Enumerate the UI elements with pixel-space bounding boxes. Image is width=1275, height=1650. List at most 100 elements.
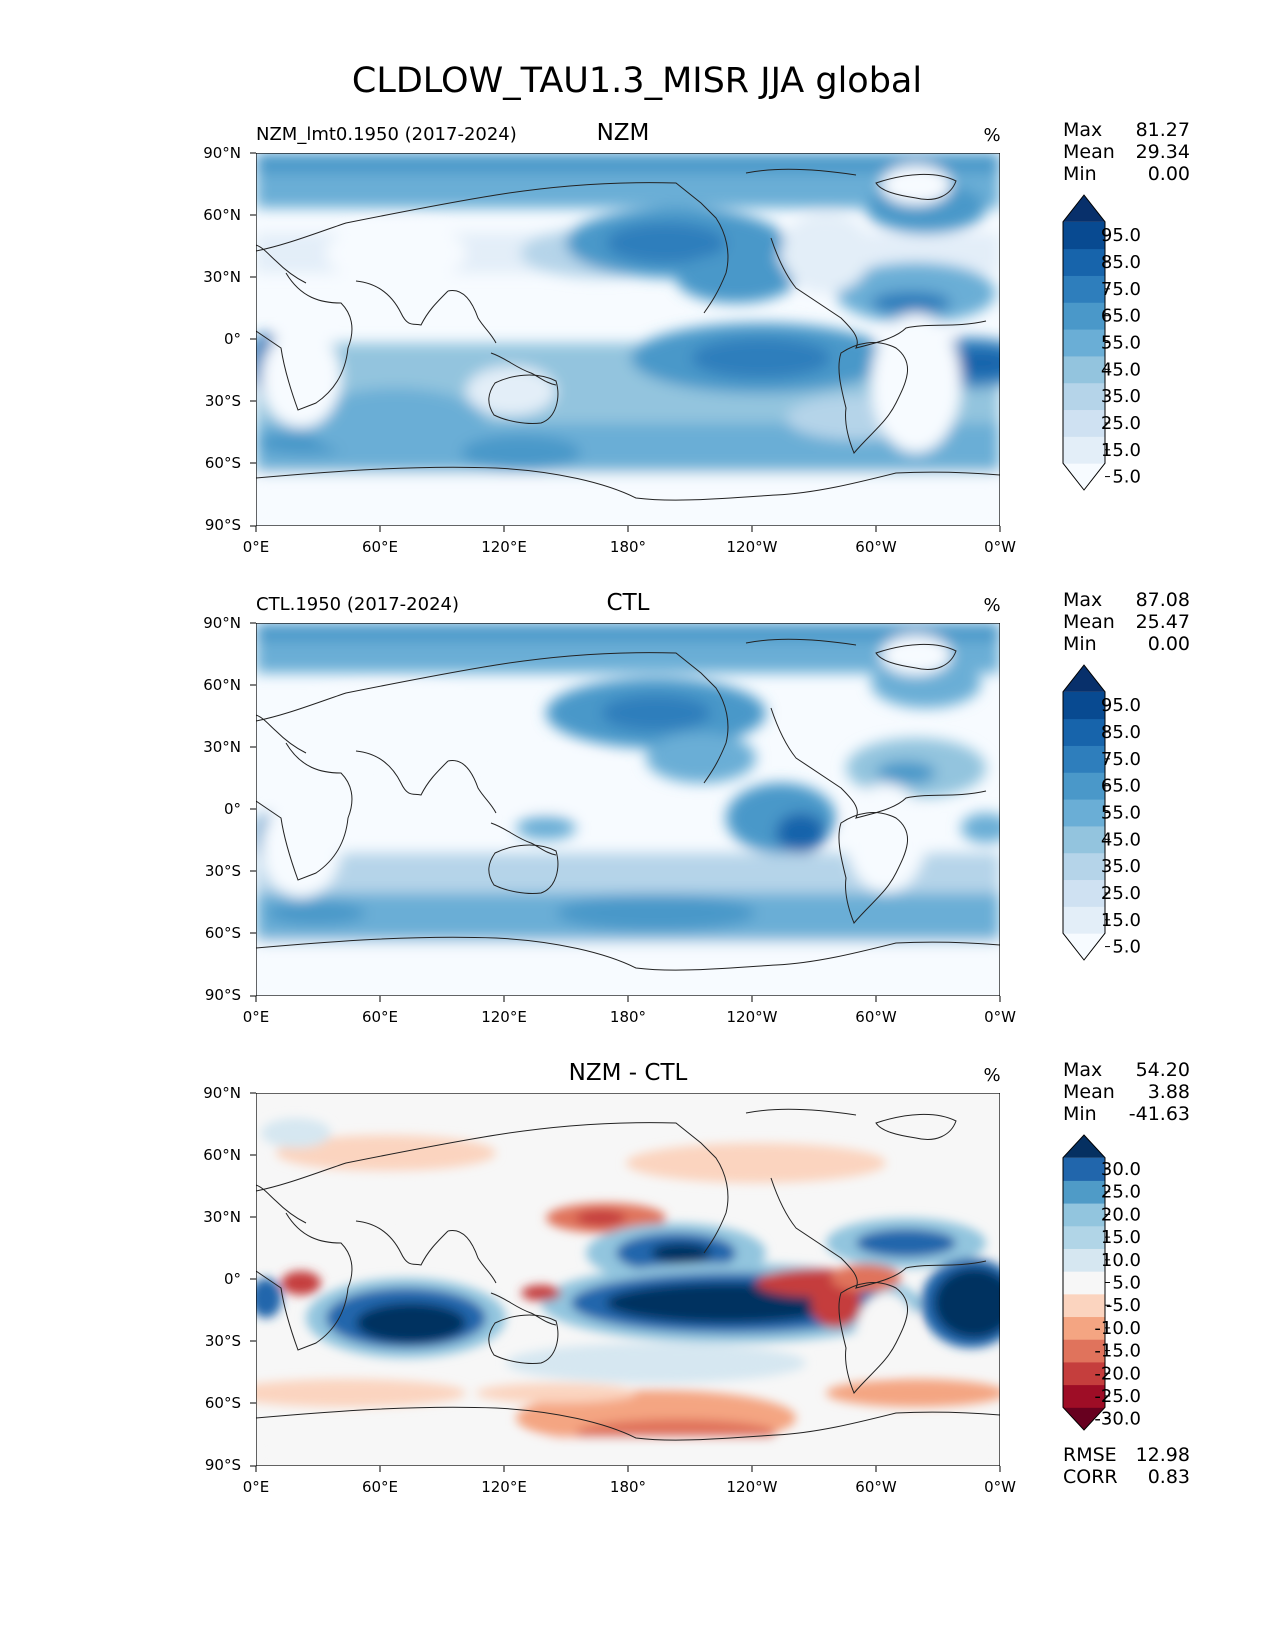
- colorbar-segment: [1063, 825, 1105, 854]
- colorbar-segment: [1063, 799, 1105, 827]
- panel-title: CTL: [607, 590, 650, 616]
- colorbar-outline: [1062, 1134, 1106, 1431]
- stat-value: 0.00: [1148, 633, 1190, 655]
- y-tick-label: 30°N: [203, 268, 241, 286]
- stat-value: 81.27: [1136, 119, 1190, 141]
- y-tick-label: 30°S: [205, 1332, 241, 1350]
- colorbar-tick-label: 25.0: [1101, 1182, 1141, 1203]
- colorbar-tick-label: -15.0: [1094, 1341, 1141, 1362]
- y-tick-label: 0°: [224, 330, 241, 348]
- y-tick-label: 60°N: [203, 676, 241, 694]
- stats: Max 54.20 Mean 3.88 Min -41.63: [1063, 1059, 1190, 1125]
- x-tick-label: 120°W: [727, 1008, 778, 1026]
- colorbar-tick-label: 5.0: [1112, 937, 1141, 958]
- colorbar-segment: [1063, 906, 1105, 934]
- field-nzm: [256, 153, 1000, 526]
- colorbar-tick-label: 15.0: [1101, 910, 1141, 931]
- colorbar-segment: [1063, 691, 1105, 720]
- colorbar-segment: [1063, 409, 1105, 437]
- colorbar-segment: [1063, 436, 1105, 464]
- x-tick-label: 180°: [610, 1478, 646, 1496]
- colorbar-tick-label: 55.0: [1101, 333, 1141, 354]
- stat-label: Max: [1063, 589, 1102, 611]
- colorbar-segment: [1063, 745, 1105, 773]
- y-tick-label: 60°N: [203, 206, 241, 224]
- colorbar-tick-label: 20.0: [1101, 1204, 1141, 1225]
- stat-value: -41.63: [1129, 1103, 1190, 1125]
- panel-units: %: [983, 125, 1000, 146]
- colorbar-tick-label: 5.0: [1112, 467, 1141, 488]
- colorbar-tick-label: -25.0: [1094, 1386, 1141, 1407]
- stat-value: 87.08: [1136, 589, 1190, 611]
- colorbar-segment: [1063, 772, 1105, 800]
- colorbar-tick-label: -20.0: [1094, 1363, 1141, 1384]
- x-tick-label: 60°W: [855, 1478, 897, 1496]
- stats: Max 81.27 Mean 29.34 Min 0.00: [1063, 119, 1190, 185]
- stat-label: Max: [1063, 119, 1102, 141]
- x-tick-label: 0°E: [243, 1478, 270, 1496]
- stat-value: 25.47: [1136, 611, 1190, 633]
- colorbar-tick-label: 55.0: [1101, 803, 1141, 824]
- x-tick-label: 60°E: [362, 538, 398, 556]
- colorbar-tick-label: 10.0: [1101, 1250, 1141, 1271]
- colorbar-segment: [1063, 1361, 1105, 1386]
- map-diff: [256, 1093, 1000, 1466]
- colorbar-tick-label: 65.0: [1101, 776, 1141, 797]
- colorbar-tick-label: 85.0: [1101, 252, 1141, 273]
- colorbar-segment: [1063, 718, 1105, 746]
- coastlines: [256, 1108, 1000, 1441]
- panel-title: NZM - CTL: [569, 1060, 688, 1086]
- y-tick-label: 90°S: [205, 1456, 241, 1474]
- map-ctl: [256, 623, 1000, 996]
- colorbar-tick-label: 15.0: [1101, 440, 1141, 461]
- colorbar-segment: [1063, 1271, 1105, 1295]
- colorbar-nzm: 95.0 85.0 75.0 65.0 55.0 45.0 35.0 25.0 15.0 5.0: [1062, 194, 1141, 491]
- stat-value: 12.98: [1136, 1444, 1190, 1466]
- colorbar-segment: [1063, 248, 1105, 276]
- map-nzm: [256, 153, 1000, 526]
- stats: Max 87.08 Mean 25.47 Min 0.00: [1063, 589, 1190, 655]
- colorbar-segment: [1063, 355, 1105, 384]
- colorbar-segment: [1063, 1339, 1105, 1363]
- colorbar-segment: [1063, 1157, 1105, 1181]
- coastlines: [256, 638, 1000, 971]
- y-tick-label: 90°N: [203, 614, 241, 632]
- stat-label: Mean: [1063, 141, 1115, 163]
- colorbar-segment: [1063, 1316, 1105, 1340]
- figure-title: CLDLOW_TAU1.3_MISR JJA global: [352, 61, 922, 101]
- colorbar-tick-label: -5.0: [1106, 1295, 1141, 1316]
- y-tick-label: 0°: [224, 800, 241, 818]
- panel-nzm: NZM_lmt0.1950 (2017-2024) NZM %: [203, 119, 1190, 556]
- colorbar-tick-label: 95.0: [1101, 695, 1141, 716]
- x-tick-label: 60°E: [362, 1008, 398, 1026]
- y-axis: 90°N 60°N 30°N 0° 30°S 60°S 90°S: [203, 614, 256, 1004]
- colorbar-tick-label: 35.0: [1101, 856, 1141, 877]
- colorbar-segment: [1063, 1225, 1105, 1249]
- colorbar-tick-label: 5.0: [1112, 1273, 1141, 1294]
- stat-value: 54.20: [1136, 1059, 1190, 1081]
- x-tick-label: 60°E: [362, 1478, 398, 1496]
- colorbar-extend-min: [1063, 1407, 1105, 1430]
- x-tick-label: 0°E: [243, 538, 270, 556]
- colorbar-segment: [1063, 302, 1105, 330]
- y-tick-label: 60°S: [205, 924, 241, 942]
- stat-value: 0.00: [1148, 163, 1190, 185]
- colorbar-diff: 30.025.020.015.010.05.0-5.0-10.0-15.0-20…: [1062, 1134, 1141, 1431]
- x-tick-label: 120°E: [481, 538, 527, 556]
- x-tick-label: 120°W: [727, 1478, 778, 1496]
- panel-ctl: CTL.1950 (2017-2024) CTL %: [203, 589, 1190, 1026]
- y-tick-label: 90°N: [203, 1084, 241, 1102]
- x-tick-label: 0°W: [984, 1008, 1016, 1026]
- colorbar-tick-label: 95.0: [1101, 225, 1141, 246]
- colorbar-segment: [1063, 852, 1105, 881]
- panel-left-label: CTL.1950 (2017-2024): [256, 594, 459, 615]
- colorbar-extend-max: [1063, 665, 1105, 692]
- colorbar-segment: [1063, 382, 1105, 411]
- stat-label: Mean: [1063, 1081, 1115, 1103]
- stat-label: RMSE: [1063, 1444, 1117, 1466]
- stat-label: Min: [1063, 633, 1097, 655]
- colorbar-tick-label: 65.0: [1101, 306, 1141, 327]
- panel-left-label: NZM_lmt0.1950 (2017-2024): [256, 124, 517, 145]
- colorbar-outline: [1062, 194, 1106, 491]
- colorbar-tick-label: 45.0: [1101, 829, 1141, 850]
